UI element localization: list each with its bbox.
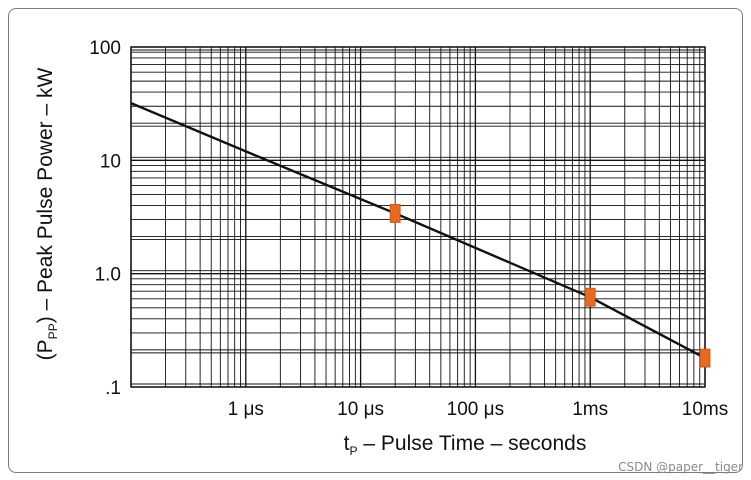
data-marker — [584, 287, 596, 307]
chart-frame — [8, 8, 743, 473]
data-marker — [389, 204, 401, 223]
tick-labels: 1 μs 10 μs 100 μs 1ms 10ms 100 10 1.0 .1 — [89, 38, 728, 420]
y-axis-label: (PPP) – Peak Pulse Power – kW — [34, 68, 60, 361]
data-marker — [699, 348, 711, 368]
grid — [130, 46, 706, 388]
watermark: CSDN @paper__tiger — [618, 460, 743, 474]
x-tick-label: 1ms — [572, 399, 608, 420]
x-tick-label: 10 μs — [337, 399, 384, 420]
series-line — [130, 101, 706, 360]
y-tick-label: .1 — [105, 378, 121, 399]
y-tick-label: 100 — [89, 38, 121, 59]
plot-border — [130, 46, 706, 388]
x-tick-label: 1 μs — [228, 399, 264, 420]
x-axis-label: tP – Pulse Time – seconds — [344, 432, 587, 458]
y-tick-label: 1.0 — [95, 265, 121, 286]
series — [130, 101, 706, 360]
y-tick-label: 10 — [100, 151, 121, 172]
x-tick-label: 10ms — [682, 399, 728, 420]
markers — [389, 204, 711, 368]
x-tick-label: 100 μs — [447, 399, 504, 420]
